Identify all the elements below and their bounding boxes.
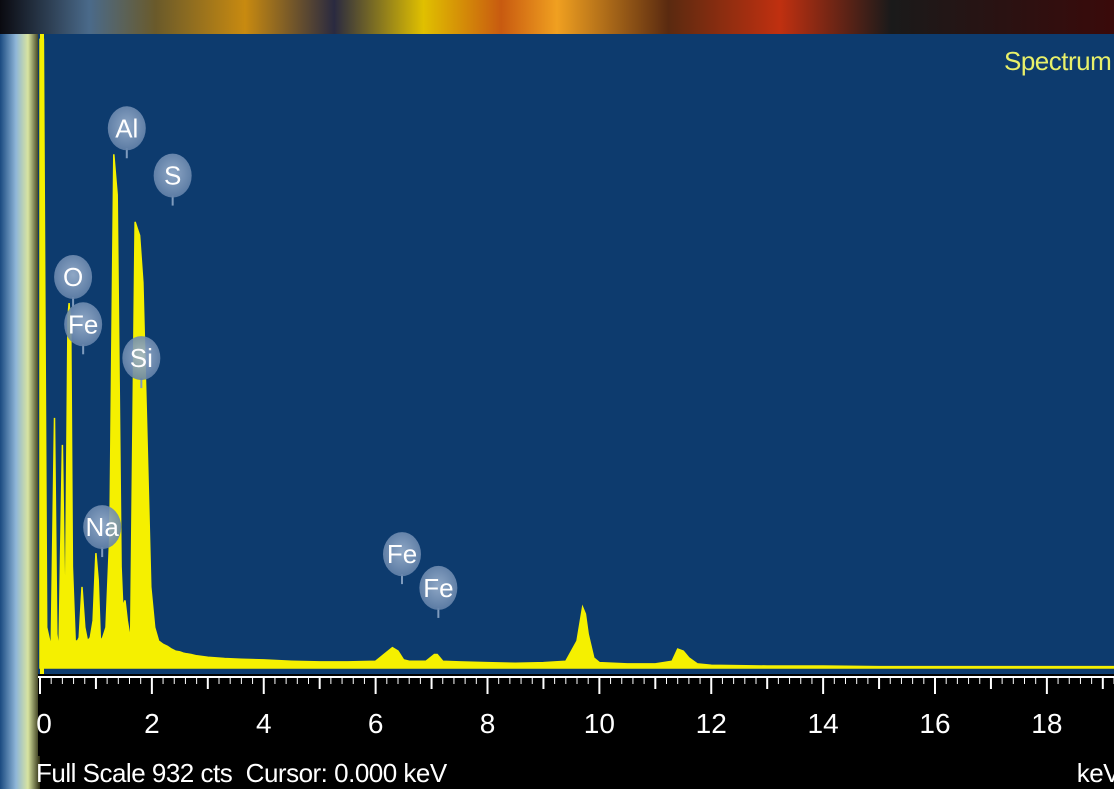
peak-label: Fe bbox=[64, 302, 103, 355]
peak-label: Fe bbox=[419, 565, 458, 618]
spectrum-label: Spectrum bbox=[1004, 46, 1111, 76]
x-tick-label: 6 bbox=[368, 708, 384, 739]
peak-label-text: Al bbox=[115, 113, 138, 143]
peak-label: Al bbox=[107, 106, 146, 159]
peak-label-text: Na bbox=[86, 512, 120, 542]
peak-label: S bbox=[153, 153, 192, 206]
x-tick-label: 16 bbox=[919, 708, 950, 739]
peak-label-text: O bbox=[63, 262, 83, 292]
x-axis-tick-labels: 0 2 4 6 8 10 12 14 16 18 bbox=[36, 708, 1062, 739]
peak-label-badge bbox=[107, 106, 146, 151]
top-banner bbox=[0, 0, 1114, 34]
peak-label: Na bbox=[83, 505, 122, 558]
peak-label-badge bbox=[153, 153, 192, 198]
x-tick-label: 2 bbox=[144, 708, 160, 739]
peak-label-text: S bbox=[164, 161, 181, 191]
full-scale-readout: Full Scale 932 cts bbox=[36, 758, 233, 788]
x-tick-label: 10 bbox=[584, 708, 615, 739]
x-axis-major-ticks bbox=[39, 677, 1104, 694]
peak-label-badge bbox=[64, 302, 103, 347]
peak-label-badge bbox=[83, 505, 122, 550]
spectrum-series-area bbox=[39, 38, 1114, 669]
axis-strip bbox=[38, 674, 1114, 756]
peak-label-text: Si bbox=[130, 343, 153, 373]
cursor-readout: Cursor: 0.000 keV bbox=[245, 758, 448, 788]
x-tick-label: 14 bbox=[808, 708, 839, 739]
peak-label-badge bbox=[419, 565, 458, 610]
peak-label-text: Fe bbox=[68, 309, 98, 339]
peak-label-text: Fe bbox=[387, 539, 417, 569]
x-tick-label: 12 bbox=[696, 708, 727, 739]
x-tick-label: 0 bbox=[36, 708, 52, 739]
peak-label-badge bbox=[122, 336, 161, 381]
x-tick-label: 18 bbox=[1031, 708, 1062, 739]
peak-label-text: Fe bbox=[423, 573, 453, 603]
peak-label: Fe bbox=[383, 532, 421, 585]
unit-label: keV bbox=[1076, 758, 1114, 788]
left-sidebar-decoration bbox=[0, 34, 40, 789]
status-line: Full Scale 932 cts Cursor: 0.000 keV bbox=[36, 758, 447, 789]
plot-area bbox=[38, 34, 1114, 674]
peak-label-badge bbox=[54, 254, 93, 299]
peak-label-badge bbox=[383, 532, 421, 577]
x-tick-label: 8 bbox=[480, 708, 496, 739]
peak-label: Si bbox=[122, 336, 161, 389]
peak-label: O bbox=[54, 254, 93, 307]
x-tick-label: 4 bbox=[256, 708, 272, 739]
